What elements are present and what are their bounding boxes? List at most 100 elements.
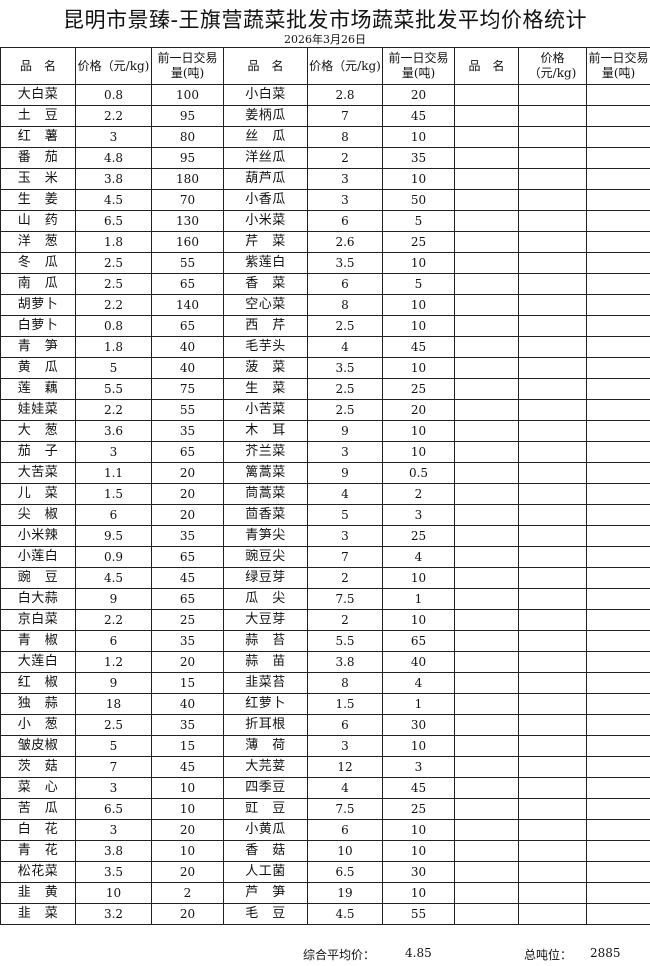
cell-volume: 65 — [151, 441, 224, 463]
cell-price — [518, 609, 587, 631]
cell-name: 小莲白 — [0, 546, 76, 568]
cell-volume: 4 — [382, 546, 455, 568]
cell-volume: 10 — [382, 441, 455, 463]
cell-name: 胡萝卜 — [0, 294, 76, 316]
cell-price: 6.5 — [75, 798, 152, 820]
cell-name: 篱蒿菜 — [223, 462, 308, 484]
cell-volume: 10 — [382, 357, 455, 379]
cell-volume — [586, 735, 650, 757]
cell-volume: 130 — [151, 210, 224, 232]
cell-name: 松花菜 — [0, 861, 76, 883]
cell-price — [518, 567, 587, 589]
table-row: 黄 瓜 5 40 菠 菜 3.5 10 — [0, 357, 650, 379]
cell-price — [518, 714, 587, 736]
cell-price — [518, 840, 587, 862]
cell-volume: 10 — [382, 252, 455, 274]
header-name: 品 名 — [454, 47, 519, 85]
cell-price: 4 — [307, 777, 383, 799]
cell-name: 小苦菜 — [223, 399, 308, 421]
cell-price: 3 — [307, 735, 383, 757]
cell-price: 4.5 — [75, 189, 152, 211]
cell-volume: 15 — [151, 735, 224, 757]
cell-price — [518, 231, 587, 253]
table-row: 松花菜 3.5 20 人工菌 6.5 30 — [0, 861, 650, 883]
cell-price: 6 — [307, 819, 383, 841]
cell-volume — [586, 336, 650, 358]
cell-price: 3 — [75, 126, 152, 148]
cell-volume — [586, 840, 650, 862]
cell-volume — [586, 420, 650, 442]
table-row: 生 姜 4.5 70 小香瓜 3 50 — [0, 189, 650, 211]
cell-price — [518, 777, 587, 799]
table-row: 番 茄 4.8 95 洋丝瓜 2 35 — [0, 147, 650, 169]
cell-price: 5 — [75, 735, 152, 757]
cell-name — [454, 315, 519, 337]
cell-name: 芦 笋 — [223, 882, 308, 904]
cell-name — [454, 105, 519, 127]
cell-price: 1.2 — [75, 651, 152, 673]
cell-name — [454, 126, 519, 148]
cell-volume — [586, 84, 650, 106]
cell-volume — [586, 399, 650, 421]
cell-price — [518, 483, 587, 505]
cell-price — [518, 819, 587, 841]
cell-name — [454, 420, 519, 442]
cell-volume — [586, 504, 650, 526]
cell-volume: 25 — [382, 798, 455, 820]
cell-price: 2.6 — [307, 231, 383, 253]
cell-name: 芹 菜 — [223, 231, 308, 253]
cell-price — [518, 441, 587, 463]
cell-price — [518, 588, 587, 610]
cell-name: 毛 豆 — [223, 903, 308, 925]
header-price: 价格（元/kg) — [75, 47, 152, 85]
cell-volume: 10 — [382, 315, 455, 337]
cell-name — [454, 147, 519, 169]
cell-name: 紫莲白 — [223, 252, 308, 274]
cell-price: 18 — [75, 693, 152, 715]
cell-price: 1.8 — [75, 231, 152, 253]
cell-volume: 100 — [151, 84, 224, 106]
price-table: 品 名 价格（元/kg) 前一日交易量(吨) 品 名 价格（元/kg) 前一日交… — [0, 47, 650, 925]
cell-volume — [586, 609, 650, 631]
cell-volume: 75 — [151, 378, 224, 400]
cell-name — [454, 189, 519, 211]
cell-name: 茴香菜 — [223, 504, 308, 526]
cell-volume: 45 — [382, 777, 455, 799]
table-row: 白 花 3 20 小黄瓜 6 10 — [0, 819, 650, 841]
cell-volume — [586, 273, 650, 295]
cell-volume: 10 — [151, 777, 224, 799]
cell-price: 7 — [307, 105, 383, 127]
cell-name: 洋 葱 — [0, 231, 76, 253]
cell-volume: 10 — [151, 798, 224, 820]
cell-volume — [586, 567, 650, 589]
cell-volume: 20 — [382, 399, 455, 421]
cell-volume: 10 — [382, 567, 455, 589]
cell-price: 5 — [75, 357, 152, 379]
cell-price — [518, 651, 587, 673]
table-row: 白大蒜 9 65 瓜 尖 7.5 1 — [0, 588, 650, 610]
cell-price: 3 — [307, 525, 383, 547]
cell-name — [454, 798, 519, 820]
cell-volume — [586, 798, 650, 820]
cell-name: 小白菜 — [223, 84, 308, 106]
cell-name — [454, 336, 519, 358]
cell-price: 2.5 — [307, 399, 383, 421]
cell-price — [518, 210, 587, 232]
cell-volume — [586, 315, 650, 337]
cell-price: 2.2 — [75, 609, 152, 631]
cell-volume: 5 — [382, 273, 455, 295]
cell-name — [454, 651, 519, 673]
cell-price: 2.5 — [75, 714, 152, 736]
cell-price: 7 — [75, 756, 152, 778]
cell-price: 3.5 — [75, 861, 152, 883]
cell-volume: 10 — [382, 609, 455, 631]
cell-volume — [586, 252, 650, 274]
cell-price — [518, 672, 587, 694]
cell-name — [454, 294, 519, 316]
cell-price — [518, 693, 587, 715]
cell-name — [454, 588, 519, 610]
cell-volume: 10 — [382, 840, 455, 862]
cell-price: 1.8 — [75, 336, 152, 358]
cell-name: 菠 菜 — [223, 357, 308, 379]
